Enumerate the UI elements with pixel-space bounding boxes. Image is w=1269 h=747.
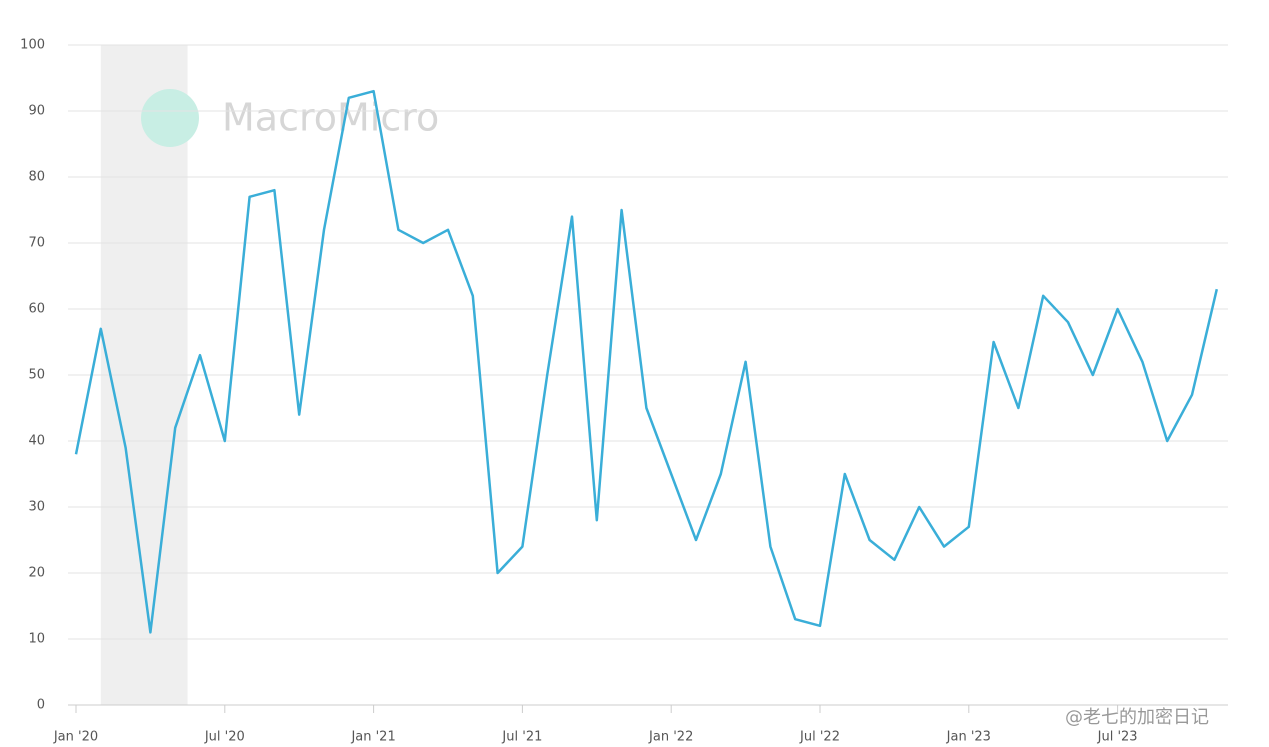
data-line — [74, 89, 1219, 634]
x-tick-label: Jul '21 — [501, 730, 542, 745]
x-tick-label: Jan '20 — [53, 730, 98, 745]
x-tick-label: Jan '21 — [350, 730, 395, 745]
y-tick-label: 100 — [20, 38, 45, 53]
y-tick-label: 40 — [28, 434, 45, 449]
y-tick-label: 30 — [28, 500, 45, 515]
y-tick-label: 50 — [28, 368, 45, 383]
x-tick-label: Jan '22 — [648, 730, 693, 745]
y-tick-label: 60 — [28, 302, 45, 317]
y-tick-label: 0 — [37, 698, 45, 713]
x-tick-label: Jul '23 — [1097, 730, 1138, 745]
y-tick-label: 80 — [28, 170, 45, 185]
y-tick-label: 90 — [28, 104, 45, 119]
x-tick-label: Jan '23 — [946, 730, 991, 745]
x-tick-label: Jul '22 — [799, 730, 840, 745]
y-tick-label: 20 — [28, 566, 45, 581]
x-tick-label: Jul '20 — [204, 730, 245, 745]
y-tick-label: 10 — [28, 632, 45, 647]
credit: @老七的加密日记 — [1065, 707, 1209, 728]
watermark: MacroMicro — [222, 96, 439, 140]
y-tick-label: 70 — [28, 236, 45, 251]
watermark-logo — [141, 89, 199, 147]
